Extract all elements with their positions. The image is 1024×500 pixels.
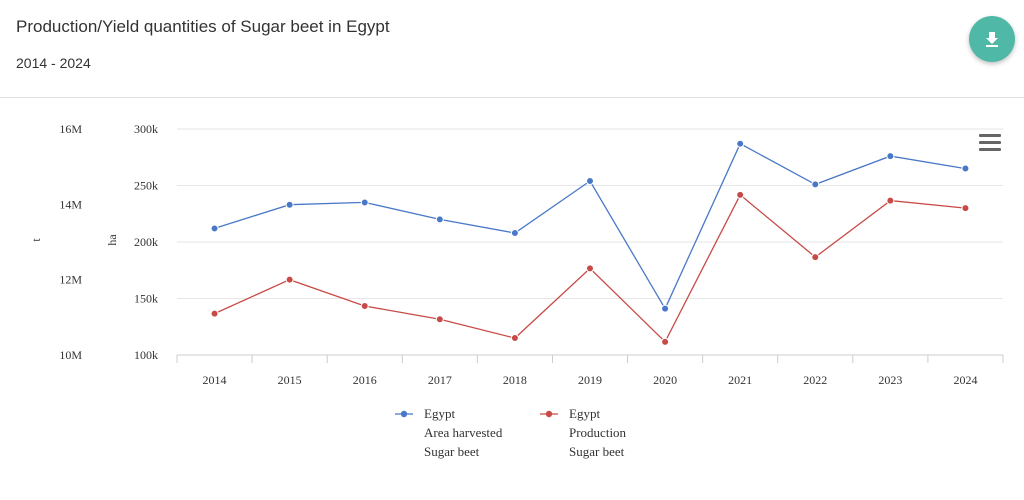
x-axis-tick-label: 2023 [878, 373, 902, 387]
x-axis-tick-label: 2020 [653, 373, 677, 387]
chart-subtitle: 2014 - 2024 [16, 55, 91, 71]
legend-label: Production [569, 425, 627, 440]
data-point [736, 190, 745, 199]
legend-item[interactable]: Egypt Production Sugar beet [540, 406, 627, 459]
x-axis-tick-label: 2015 [278, 373, 302, 387]
right-axis-title: ha [105, 234, 119, 246]
line-chart: 10M 12M 14M 16M t 100k 150k 200k 250k 300k ha 201… [29, 122, 1004, 459]
hamburger-menu-icon [979, 134, 1001, 137]
data-point [811, 253, 820, 262]
data-point [435, 215, 444, 224]
left-axis-tick-label: 14M [59, 197, 82, 211]
right-axis-tick-label: 300k [134, 122, 158, 136]
x-axis-tick-label: 2021 [728, 373, 752, 387]
legend-label: Egypt [424, 406, 455, 421]
data-point [210, 224, 219, 233]
legend-marker [545, 410, 553, 418]
data-point [661, 337, 670, 346]
chart-title: Production/Yield quantities of Sugar bee… [16, 17, 390, 36]
series-layer [210, 139, 970, 346]
data-point [886, 196, 895, 205]
data-point [586, 264, 594, 273]
right-axis-tick-label: 200k [134, 235, 158, 249]
data-point [961, 204, 970, 213]
data-point [961, 164, 970, 173]
legend-label: Sugar beet [424, 444, 480, 459]
data-point [586, 176, 594, 185]
data-point [736, 139, 745, 148]
grid-lines [177, 128, 1003, 356]
series-line [214, 142, 966, 311]
legend: Egypt Area harvested Sugar beet Egypt Produc… [395, 406, 627, 459]
chart-header: Production/Yield quantities of Sugar bee… [0, 0, 1024, 98]
data-point [360, 302, 369, 311]
right-axis: 100k 150k 200k 250k 300k ha [105, 122, 158, 362]
x-axis-tick-label: 2014 [203, 373, 227, 387]
x-axis: 2014 2015 2016 2017 2018 2019 2020 2021 2022 2023… [176, 355, 1004, 387]
left-axis-tick-label: 16M [59, 122, 82, 136]
legend-label: Egypt [569, 406, 600, 421]
data-point [510, 228, 519, 237]
data-point [435, 315, 444, 324]
chart-menu-button[interactable] [979, 134, 1001, 152]
x-axis-tick-label: 2018 [503, 373, 527, 387]
data-point [285, 275, 294, 284]
hamburger-bar [979, 148, 1001, 151]
left-axis-tick-label: 10M [59, 348, 82, 362]
x-axis-tick-label: 2017 [428, 373, 452, 387]
data-point [285, 200, 294, 209]
x-axis-tick-label: 2016 [353, 373, 377, 387]
data-point [886, 152, 895, 161]
legend-label: Sugar beet [569, 444, 625, 459]
left-axis: 10M 12M 14M 16M t [29, 122, 82, 362]
left-axis-title: t [29, 238, 43, 242]
hamburger-bar [979, 141, 1001, 144]
right-axis-tick-label: 100k [134, 348, 158, 362]
x-axis-tick-label: 2019 [578, 373, 602, 387]
x-axis-tick-label: 2024 [953, 373, 977, 387]
download-button[interactable] [969, 16, 1015, 62]
right-axis-tick-label: 150k [134, 292, 158, 306]
legend-label: Area harvested [424, 425, 503, 440]
x-axis-tick-label: 2022 [803, 373, 827, 387]
left-axis-tick-label: 12M [59, 273, 82, 287]
legend-marker [400, 410, 408, 418]
right-axis-tick-label: 250k [134, 179, 158, 193]
data-point [510, 334, 519, 343]
data-point [661, 304, 670, 313]
data-point [210, 309, 219, 318]
data-point [360, 198, 369, 207]
data-point [811, 180, 820, 189]
download-icon [986, 32, 998, 47]
legend-item[interactable]: Egypt Area harvested Sugar beet [395, 406, 503, 459]
